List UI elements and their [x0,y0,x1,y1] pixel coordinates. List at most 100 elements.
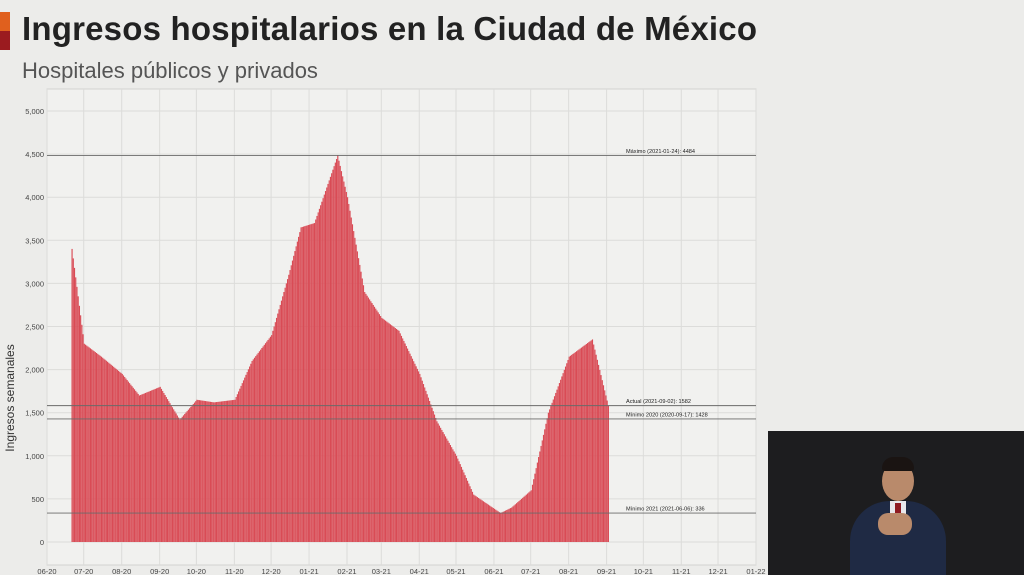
bar [99,355,101,542]
bar [421,380,423,542]
x-tick-label: 09-21 [597,567,616,575]
bar [159,386,161,542]
bar [460,466,463,542]
bar [378,314,380,542]
bar [315,219,317,542]
bar [426,394,428,542]
x-tick-label: 12-21 [708,567,727,575]
bar [584,344,586,542]
bar [538,457,540,542]
bar [593,344,595,542]
bar [138,395,140,542]
bar [262,346,264,542]
bar [300,227,302,542]
bar [105,360,107,542]
bar [278,309,280,542]
bar [491,507,493,542]
bar [389,324,392,542]
bar [208,401,210,542]
bar [409,353,411,542]
bar [322,198,324,542]
bar [356,251,358,542]
bar [295,246,297,543]
bar [583,345,585,542]
bar [93,351,95,542]
bar [331,173,333,542]
bar [380,316,382,542]
bar [449,445,452,542]
bar [148,391,150,542]
bar [296,241,298,542]
bar [78,305,80,542]
bar [467,480,469,542]
bar [223,401,225,542]
bar [263,344,265,542]
bar [405,346,407,542]
bar [244,377,246,542]
bar [321,201,323,542]
bar [160,388,163,542]
bar [393,327,395,542]
bar [556,389,558,542]
bar [213,402,215,542]
bar [133,389,136,542]
bar [234,399,236,542]
bar [187,409,189,542]
bar [435,417,437,542]
bar [240,385,242,542]
bar [141,394,143,542]
bar [310,224,312,542]
y-axis-ticks: 0 500 1,000 1,500 2,000 2,500 3,000 3,500 4,000 4… [25,107,44,547]
bar [337,155,339,543]
bar [125,378,127,542]
bar [267,339,269,542]
bar [605,395,607,542]
bar [108,362,110,542]
bar [523,496,525,542]
bar [353,231,355,543]
bar [155,388,158,542]
bar [431,407,433,542]
bar [340,171,343,542]
bar [482,501,485,542]
bar [394,328,396,542]
bar [89,348,92,542]
bar [120,372,122,542]
bar [200,400,202,542]
bar [348,203,350,543]
bar [209,401,212,542]
x-tick-label: 06-20 [37,567,56,575]
bar [486,503,488,542]
bar [127,381,129,542]
bar [189,408,191,542]
bar [271,335,273,542]
bar [573,353,575,542]
bar [239,388,241,542]
y-tick-label: 4,500 [25,150,44,159]
bar [137,393,139,542]
bar [408,351,410,542]
bar [457,458,459,542]
bar [107,361,109,542]
bar [355,244,357,543]
bar [129,383,131,542]
bar [158,387,160,542]
bar [492,508,494,542]
x-tick-label: 03-21 [372,567,391,575]
bar [256,354,258,542]
bar [323,194,325,542]
y-tick-label: 0 [40,538,44,547]
bar [549,409,551,542]
bar [517,502,519,542]
bar [493,508,496,542]
bar [170,405,172,542]
bar [600,375,602,542]
bar [515,503,518,542]
x-tick-label: 05-21 [446,567,465,575]
bar [498,512,500,542]
bar [302,226,305,542]
bar [91,349,93,542]
bar [574,352,576,542]
bar [218,401,220,542]
bar [76,286,78,542]
